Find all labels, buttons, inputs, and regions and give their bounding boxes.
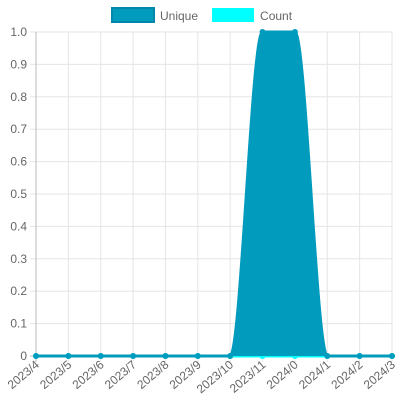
y-tick-label: 0.9 [10, 57, 27, 71]
point [97, 353, 104, 359]
point [356, 353, 363, 359]
x-tick-label: 2023/7 [102, 357, 139, 392]
legend-swatch [111, 7, 155, 23]
x-tick-label: 2023/5 [37, 357, 74, 392]
x-tick-label: 2023/11 [227, 357, 269, 395]
y-tick-label: 0.3 [10, 252, 27, 266]
y-tick-label: 0 [20, 349, 27, 363]
line [36, 30, 392, 358]
x-tick-label: 2024/1 [296, 357, 333, 392]
point [324, 353, 331, 359]
y-tick-label: 0.5 [10, 187, 27, 201]
y-tick-label: 0.6 [10, 155, 27, 169]
x-tick-label: 2024/2 [328, 357, 365, 392]
x-tick-label: 2023/8 [134, 357, 171, 392]
y-tick-label: 0.1 [10, 317, 27, 331]
legend-label: Count [260, 9, 293, 23]
point [227, 353, 234, 359]
y-tick-label: 0.4 [10, 219, 27, 233]
legend-label: Unique [160, 9, 198, 23]
point [65, 353, 72, 359]
point [389, 353, 395, 359]
legend-swatch [212, 8, 255, 22]
point [162, 353, 169, 359]
point [33, 353, 39, 359]
point [130, 353, 137, 359]
y-tick-label: 0.7 [10, 122, 27, 136]
point [259, 29, 266, 35]
x-tick-label: 2024/3 [361, 357, 398, 392]
y-tick-label: 0.2 [10, 284, 27, 298]
point [291, 29, 298, 35]
x-tick-label: 2023/6 [70, 357, 107, 392]
y-tick-label: 0.8 [10, 90, 27, 104]
area [36, 32, 392, 356]
point [194, 353, 201, 359]
x-tick-label: 2023/10 [194, 357, 236, 396]
x-tick-label: 2024/0 [264, 357, 301, 392]
y-tick-label: 1.0 [10, 25, 27, 39]
